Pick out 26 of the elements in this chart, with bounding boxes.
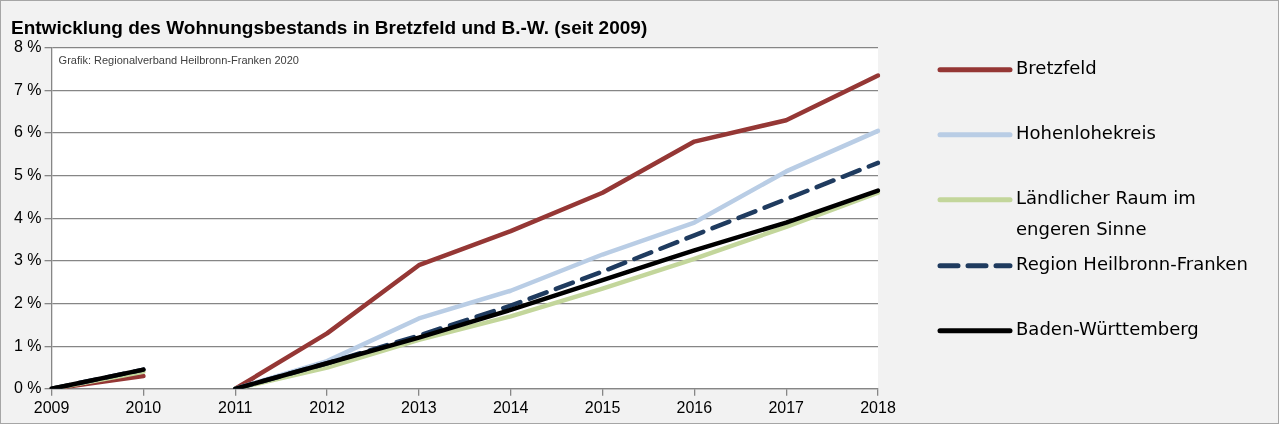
x-tick-label: 2018 bbox=[860, 398, 896, 416]
x-tick-label: 2010 bbox=[125, 398, 162, 416]
annotation: Grafik: Regionalverband Heilbronn-Franken 2020 bbox=[58, 54, 299, 67]
x-tick-label: 2014 bbox=[492, 398, 529, 416]
y-tick-label: 0 % bbox=[13, 379, 42, 397]
y-tick-label: 7 % bbox=[13, 80, 42, 98]
x-tick-label: 2013 bbox=[401, 398, 437, 416]
legend-label: Region Heilbronn-Franken bbox=[1016, 253, 1248, 275]
y-tick-label: 4 % bbox=[13, 208, 42, 226]
legend-label: Ländlicher Raum im engeren Sinne bbox=[1016, 187, 1196, 240]
legend-label: Hohenlohekreis bbox=[1016, 122, 1156, 144]
x-tick-label: 2012 bbox=[309, 398, 345, 416]
y-tick-label: 6 % bbox=[13, 123, 42, 141]
y-tick-label: 2 % bbox=[13, 293, 42, 311]
x-tick-label: 2016 bbox=[676, 398, 713, 416]
x-tick-label: 2009 bbox=[33, 398, 70, 416]
x-tick-label: 2017 bbox=[768, 398, 805, 416]
y-tick-label: 5 % bbox=[13, 166, 42, 184]
x-tick-label: 2011 bbox=[218, 398, 253, 416]
legend-label: Bretzfeld bbox=[1016, 57, 1097, 79]
y-tick-label: 3 % bbox=[13, 251, 42, 269]
y-tick-label: 8 % bbox=[13, 38, 42, 56]
chart-title: Entwicklung des Wohnungsbestands in Bretzfeld und B.-W. (seit 2009) bbox=[11, 16, 648, 38]
legend-label: Baden-Württemberg bbox=[1016, 318, 1199, 340]
x-tick-label: 2015 bbox=[584, 398, 621, 416]
y-tick-label: 1 % bbox=[13, 336, 42, 354]
